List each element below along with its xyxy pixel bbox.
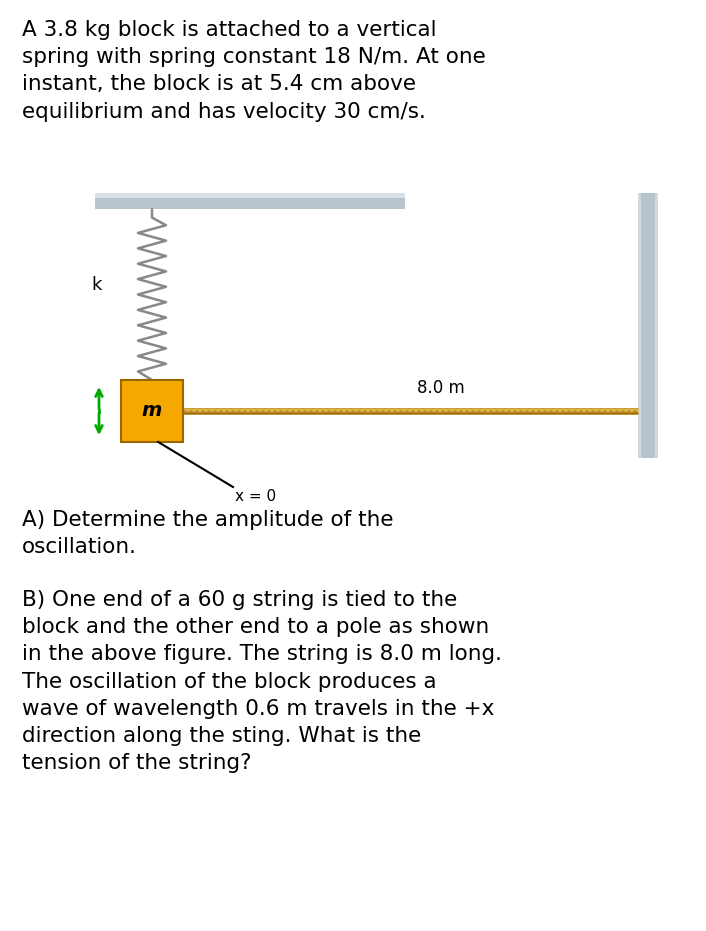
Text: k: k — [91, 276, 102, 293]
Bar — [95, 193, 405, 209]
Text: m: m — [142, 401, 162, 421]
Bar — [121, 380, 183, 442]
Text: B) One end of a 60 g string is tied to the
block and the other end to a pole as : B) One end of a 60 g string is tied to t… — [22, 590, 502, 774]
Bar — [95, 193, 405, 198]
Text: 8.0 m: 8.0 m — [417, 379, 465, 397]
Text: x = 0: x = 0 — [235, 489, 276, 504]
Bar — [638, 193, 658, 458]
Text: A) Determine the amplitude of the
oscillation.: A) Determine the amplitude of the oscill… — [22, 510, 393, 557]
Text: A 3.8 kg block is attached to a vertical
spring with spring constant 18 N/m. At : A 3.8 kg block is attached to a vertical… — [22, 20, 486, 122]
Bar — [641, 193, 655, 458]
